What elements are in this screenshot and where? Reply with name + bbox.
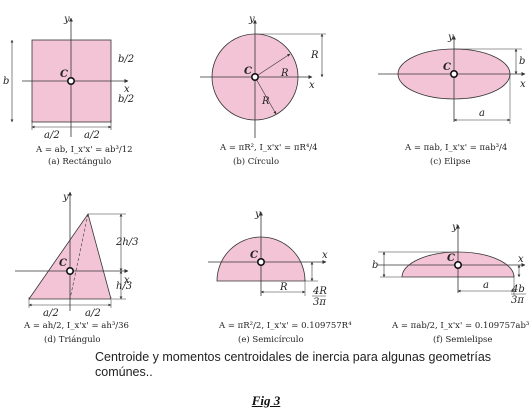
figure-number: Fig 3: [251, 393, 281, 408]
semicircle-offset-denominator: 3π: [313, 297, 326, 308]
rect-y-label: y: [63, 14, 70, 25]
semiellipse-c-label: C: [447, 253, 455, 264]
rect-a-half-right: a/2: [84, 130, 100, 141]
semicircle-offset-label: 4R: [312, 286, 327, 297]
circle-figure: y x C R R R A = πR², I_x'x' = πR⁴/4 (b) …: [200, 14, 326, 167]
semicircle-c-label: C: [250, 250, 258, 261]
ellipse-caption: (c) Elipse: [430, 156, 471, 167]
semiellipse-caption: (f) Semielipse: [433, 334, 492, 345]
semiellipse-x-label: x: [518, 254, 524, 265]
triangle-2h3-label: 2h/3: [115, 237, 139, 248]
rect-b-label: b: [3, 76, 9, 87]
semicircle-figure: y x C R 4R 3π A = πR²/2, I_x'x' = 0.1097…: [208, 209, 352, 345]
triangle-caption: (d) Triángulo: [44, 334, 101, 345]
semiellipse-y-label: y: [451, 222, 458, 233]
ellipse-figure: y x C b a A = πab, I_x'x' = πab³/4 (c) E…: [378, 32, 526, 167]
rect-formula: A = ab, I_x'x' = ab³/12: [35, 145, 133, 155]
triangle-a-half-right: a/2: [85, 308, 101, 319]
rect-b-half-bottom: b/2: [118, 94, 134, 105]
triangle-centroid-marker: [66, 266, 75, 275]
circle-x-label: x: [309, 80, 315, 91]
ellipse-a-label: a: [479, 108, 485, 119]
triangle-a-half-left: a/2: [43, 308, 59, 319]
circle-centroid-marker: [251, 73, 260, 82]
triangle-h3-label: h/3: [116, 281, 132, 292]
semicircle-x-label: x: [322, 250, 328, 261]
circle-caption: (b) Círculo: [233, 156, 279, 167]
semiellipse-offset-label: 4b: [511, 284, 525, 295]
circle-c-label: C: [244, 66, 252, 77]
ellipse-c-label: C: [443, 62, 451, 73]
triangle-y-label: y: [62, 192, 69, 203]
ellipse-centroid-marker: [449, 70, 458, 79]
semicircle-formula: A = πR²/2, I_x'x' = 0.109757R⁴: [218, 321, 352, 331]
semiellipse-figure: y x C b a 4b 3π A = πab/2, I_x'x' = 0.10…: [372, 222, 529, 345]
semicircle-caption: (e) Semicírculo: [238, 334, 304, 345]
semiellipse-b-label: b: [372, 260, 378, 271]
semicircle-r-label: R: [279, 282, 288, 293]
rect-a-half-left: a/2: [44, 130, 60, 141]
semiellipse-centroid-marker: [453, 260, 462, 269]
circle-formula: A = πR², I_x'x' = πR⁴/4: [219, 143, 318, 153]
triangle-figure: y x C 2h/3 h/3 a/2 a/2 A = ah/2, I_x'x' …: [15, 191, 139, 345]
rect-b-half-top: b/2: [118, 54, 134, 65]
triangle-formula: A = ah/2, I_x'x' = ah³/36: [23, 321, 129, 331]
semicircle-centroid-marker: [256, 257, 265, 266]
ellipse-x-label: x: [520, 79, 526, 90]
ellipse-y-label: y: [447, 32, 454, 43]
semiellipse-offset-denominator: 3π: [511, 295, 524, 306]
triangle-median: [69, 213, 89, 300]
rect-caption: (a) Rectángulo: [48, 156, 111, 167]
rect-c-label: C: [60, 69, 68, 80]
triangle-c-label: C: [59, 258, 67, 269]
rect-x-label: x: [124, 84, 130, 95]
circle-r1-label: R: [280, 68, 289, 79]
semiellipse-a-label: a: [483, 280, 489, 291]
semicircle-y-label: y: [254, 209, 261, 220]
circle-r-dim-label: R: [310, 50, 319, 61]
figure-caption: Centroide y momentos centroidales de ine…: [95, 350, 492, 379]
ellipse-formula: A = πab, I_x'x' = πab³/4: [404, 143, 507, 153]
rectangle-figure: y x C b/2 b/2 b a/2 a/2 A = ab, I_x'x' =…: [3, 14, 134, 167]
circle-r2-label: R: [261, 96, 270, 107]
triangle-x-label: x: [124, 275, 130, 286]
ellipse-b-label: b: [519, 56, 525, 67]
rect-centroid-marker: [67, 77, 76, 86]
semiellipse-formula: A = πab/2, I_x'x' = 0.109757ab³: [391, 321, 529, 331]
circle-y-label: y: [248, 14, 255, 25]
